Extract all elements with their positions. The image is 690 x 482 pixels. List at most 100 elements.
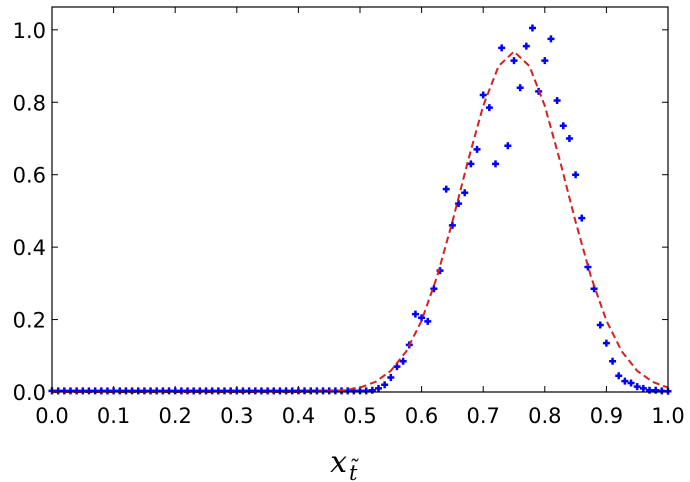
data-point [442,185,450,193]
y-tick-label: 0.8 [13,91,46,115]
x-tick-label: 1.0 [651,404,684,428]
x-tick-label: 0.9 [590,404,623,428]
data-point [159,387,167,395]
data-point [122,387,130,395]
y-tick-label: 0.4 [13,236,46,260]
data-point [504,142,512,150]
data-point [424,317,432,325]
y-tick-label: 0.2 [13,309,46,333]
data-point [658,387,666,395]
data-point [528,24,536,32]
data-point [621,377,629,385]
data-point [270,387,278,395]
data-point [362,387,370,395]
data-point [547,35,555,43]
x-tick-label: 0.8 [528,404,561,428]
x-tick-label: 0.4 [282,404,315,428]
data-point [103,387,111,395]
data-point [294,387,302,395]
y-tick-label: 1.0 [13,19,46,43]
data-point [485,104,493,112]
data-point [153,387,161,395]
data-point [652,386,660,394]
data-point [455,200,463,208]
data-point [202,387,210,395]
x-tick-label: 0.3 [220,404,253,428]
data-point [171,387,179,395]
y-tick-label: 0.6 [13,164,46,188]
data-point [245,387,253,395]
data-point [140,387,148,395]
data-point [553,96,561,104]
data-point [522,42,530,50]
data-point [239,387,247,395]
data-point [516,84,524,92]
x-tick-label: 0.1 [97,404,130,428]
x-tick-label: 0.0 [35,404,68,428]
data-point [85,387,93,395]
data-point [134,387,142,395]
data-point [399,357,407,365]
data-point [66,387,74,395]
data-point [116,387,124,395]
data-point [633,383,641,391]
data-point [411,310,419,318]
data-point [381,381,389,389]
data-point [448,221,456,229]
data-point [91,387,99,395]
data-point [282,387,290,395]
data-point [467,160,475,168]
data-point [257,387,265,395]
plot-frame [51,6,669,393]
data-point [227,387,235,395]
data-point [492,160,500,168]
data-point [54,387,62,395]
data-point [60,387,68,395]
data-point [110,387,118,395]
data-point [233,387,241,395]
data-point [264,387,272,395]
data-point [473,145,481,153]
data-point [578,214,586,222]
data-point [177,387,185,395]
data-point [541,57,549,65]
y-tick-label: 0.0 [13,381,46,405]
data-point [639,384,647,392]
data-point [276,387,284,395]
data-point [79,387,87,395]
data-point [572,171,580,179]
data-point [559,122,567,130]
data-point [479,91,487,99]
data-point [147,387,155,395]
data-point [368,386,376,394]
data-point [73,387,81,395]
data-point [196,387,204,395]
data-point [565,134,573,142]
x-tick-label: 0.2 [158,404,191,428]
data-point [430,285,438,293]
x-axis-label: x [330,445,347,480]
x-tick-label: 0.7 [466,404,499,428]
data-point [165,387,173,395]
data-point [97,387,105,395]
data-point [374,384,382,392]
data-point [418,314,426,322]
data-point [609,357,617,365]
data-point [208,387,216,395]
data-point [344,387,352,395]
x-tick-label: 0.5 [343,404,376,428]
data-point [602,339,610,347]
data-point [251,387,259,395]
data-point [646,386,654,394]
data-point [288,387,296,395]
data-point [615,372,623,380]
data-point [220,387,228,395]
data-point [128,387,136,395]
data-point [498,44,506,52]
data-point [627,379,635,387]
data-point [190,387,198,395]
data-point [184,387,192,395]
data-point [214,387,222,395]
x-tick-label: 0.6 [405,404,438,428]
